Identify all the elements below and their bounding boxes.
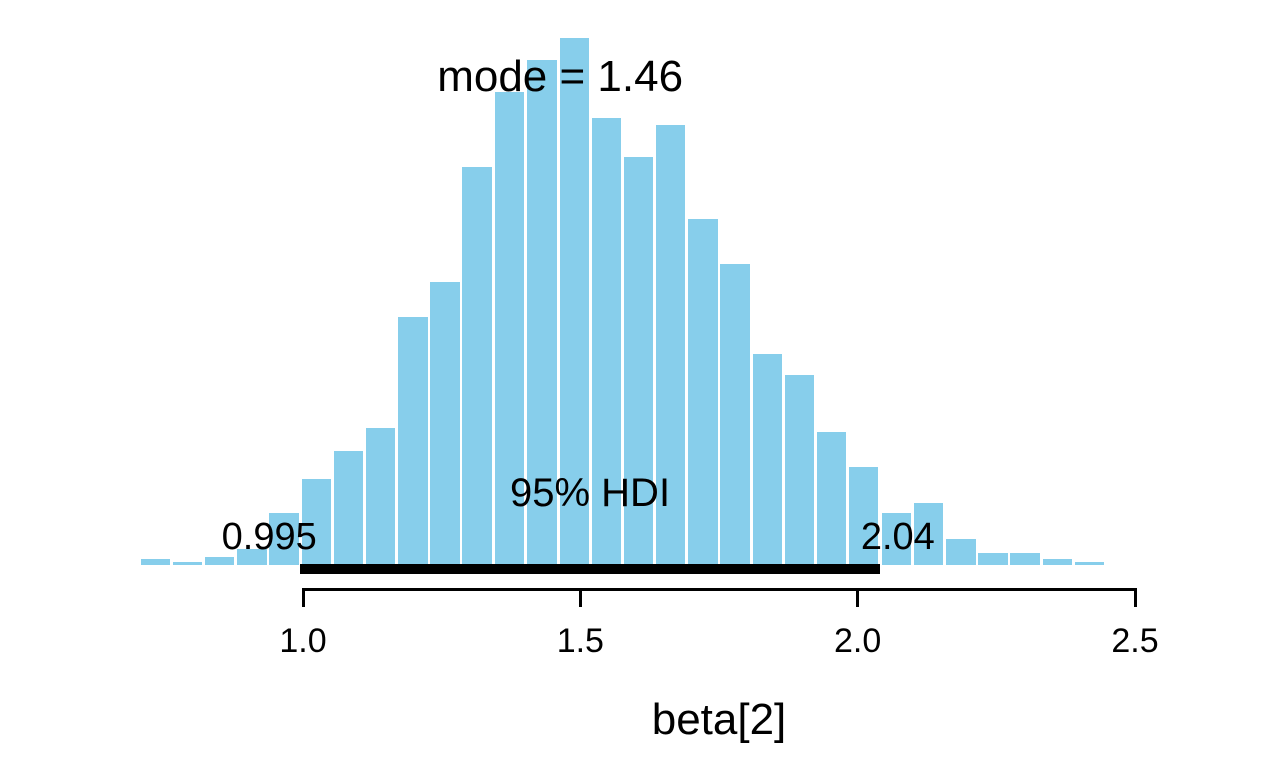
histogram-bar <box>237 549 267 565</box>
histogram-bar <box>784 375 815 565</box>
histogram-bar <box>333 451 364 565</box>
histogram-bar <box>140 559 171 565</box>
histogram-bar <box>462 167 492 565</box>
histogram-bar <box>430 282 460 565</box>
histogram-bar <box>1042 559 1073 565</box>
histogram-bar <box>494 92 525 565</box>
x-tick-label: 1.5 <box>556 622 604 660</box>
x-axis-tick <box>1133 588 1137 607</box>
x-tick-label: 2.0 <box>834 622 882 660</box>
histogram-bar <box>752 354 782 565</box>
histogram-bar <box>720 264 750 565</box>
histogram-bar <box>527 60 557 565</box>
histogram-bar <box>913 502 944 565</box>
histogram-bar <box>559 38 589 565</box>
x-tick-label: 2.5 <box>1111 622 1159 660</box>
histogram-bar <box>205 557 235 565</box>
histogram-bar <box>398 316 428 565</box>
histogram-bar <box>172 561 203 565</box>
histogram-bar <box>365 427 396 565</box>
histogram-bar <box>269 512 299 565</box>
histogram-bar <box>946 539 976 565</box>
histogram-bar <box>301 479 331 565</box>
x-axis-tick <box>578 588 582 607</box>
histogram-bar <box>623 157 654 565</box>
x-axis-title: beta[2] <box>651 695 787 744</box>
histogram-bar <box>1074 562 1105 565</box>
histogram-bar <box>978 552 1008 565</box>
hdi-interval-line <box>300 564 880 574</box>
x-axis-line <box>301 588 1137 591</box>
mode-annotation: mode = 1.46 <box>437 52 684 101</box>
x-axis-tick <box>856 588 860 607</box>
histogram-bar <box>881 512 912 565</box>
histogram-bar <box>849 466 879 565</box>
x-tick-label: 1.0 <box>279 622 327 660</box>
histogram-bar <box>816 432 847 565</box>
histogram-bar <box>656 124 686 565</box>
histogram-bar <box>688 219 718 565</box>
hdi-mass-annotation: 95% HDI <box>510 471 671 515</box>
x-axis-tick <box>301 588 305 607</box>
histogram-bar <box>591 118 622 565</box>
hdi-low-annotation: 0.995 <box>221 516 317 558</box>
histogram-bar <box>1010 552 1040 565</box>
hdi-high-annotation: 2.04 <box>860 516 935 558</box>
